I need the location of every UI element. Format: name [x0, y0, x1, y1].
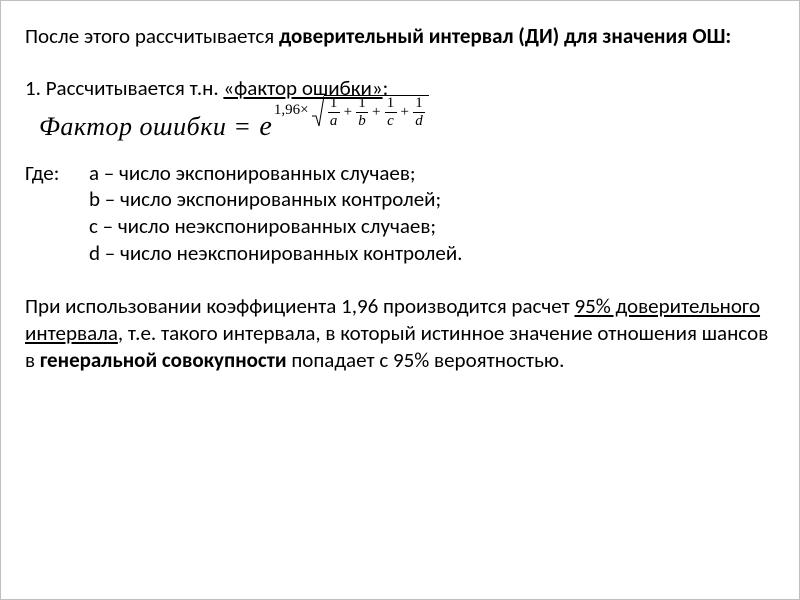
formula: Фактор ошибки = e 1,96× 1 a + 1 b — [39, 110, 775, 144]
definition-a: a – число экспонированных случаев; — [89, 160, 775, 187]
definitions-body: a – число экспонированных случаев; b – ч… — [89, 160, 775, 268]
formula-exponent: 1,96× 1 a + 1 b + 1 — [274, 94, 429, 128]
plus-2: + — [372, 104, 380, 121]
definition-d: d – число неэкспонированных контролей. — [89, 240, 775, 267]
conclusion-paragraph: При использовании коэффициента 1,96 прои… — [25, 293, 775, 374]
conclusion-bold: генеральной совокупности — [40, 347, 287, 373]
slide-content: После этого рассчитывается доверительный… — [25, 23, 775, 374]
formula-lhs: Фактор ошибки = — [39, 112, 251, 142]
definitions-block: Где: a – число экспонированных случаев; … — [25, 160, 775, 268]
definition-b: b – число экспонированных контролей; — [89, 186, 775, 213]
step1-prefix: 1. Рассчитывается т.н. — [25, 75, 223, 101]
fraction-d: 1 d — [413, 96, 425, 129]
intro-bold: доверительный интервал (ДИ) для значения… — [279, 23, 731, 49]
definition-c: c – число неэкспонированных случаев; — [89, 213, 775, 240]
formula-radicand: 1 a + 1 b + 1 c + 1 — [324, 95, 429, 127]
conclusion-p1: При использовании коэффициента 1,96 прои… — [25, 293, 574, 319]
fraction-a: 1 a — [328, 96, 340, 129]
fraction-b: 1 b — [356, 96, 368, 129]
plus-3: + — [401, 104, 409, 121]
intro-prefix: После этого рассчитывается — [25, 23, 279, 49]
intro-paragraph: После этого рассчитывается доверительный… — [25, 23, 775, 49]
formula-coefficient: 1,96× — [274, 102, 309, 119]
definitions-row: Где: a – число экспонированных случаев; … — [25, 160, 775, 268]
sqrt-icon — [312, 94, 324, 128]
definitions-label: Где: — [25, 160, 89, 268]
conclusion-p3: попадает с 95% вероятностью. — [287, 347, 565, 373]
formula-container: Фактор ошибки = e 1,96× 1 a + 1 b — [39, 110, 775, 144]
fraction-c: 1 c — [385, 96, 397, 129]
formula-base: e — [259, 111, 271, 143]
plus-1: + — [344, 104, 352, 121]
